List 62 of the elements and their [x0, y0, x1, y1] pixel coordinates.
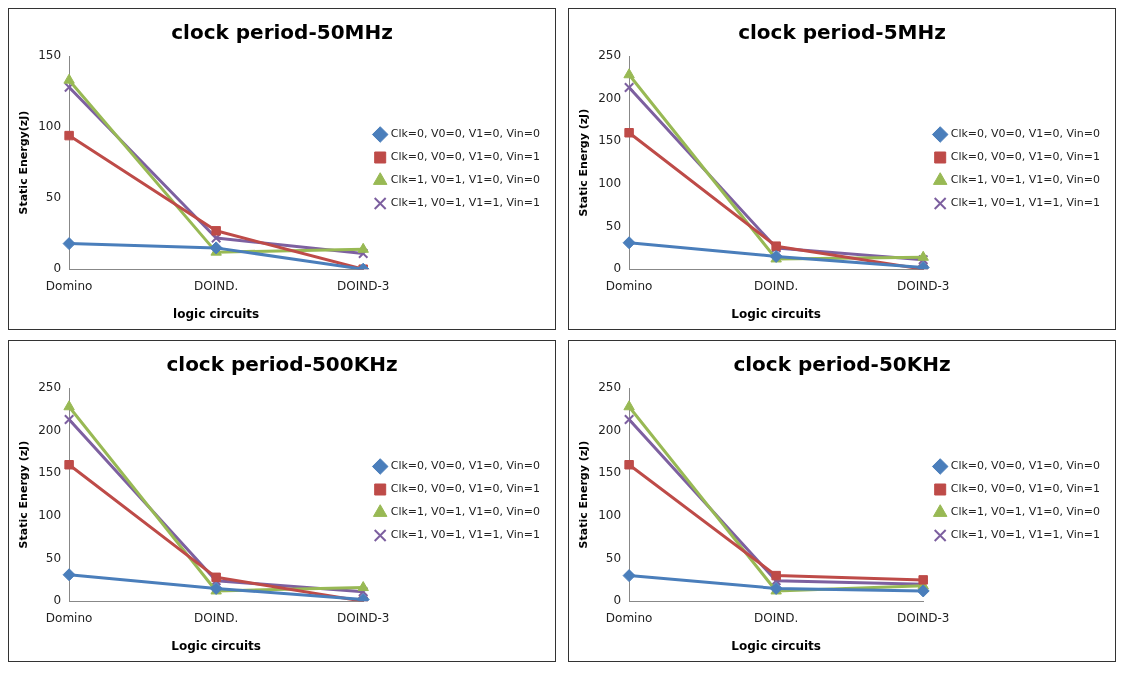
y-axis-title: Static Energy (zJ): [577, 440, 591, 549]
x-tick-label: DOIND.: [754, 610, 799, 625]
y-axis-title: Static Energy (zJ): [17, 440, 31, 549]
legend-label: Clk=0, V0=0, V1=0, Vin=1: [390, 150, 541, 164]
y-tick-label: 50: [605, 550, 622, 565]
x-tick-label: Domino: [45, 278, 93, 293]
x-axis-title: Logic circuits: [731, 306, 821, 321]
legend-label: Clk=1, V0=1, V1=1, Vin=1: [390, 196, 541, 210]
legend-label: Clk=0, V0=0, V1=0, Vin=1: [950, 150, 1101, 164]
x-tick-label: Domino: [605, 610, 653, 625]
legend-label: Clk=1, V0=1, V1=0, Vin=0: [390, 505, 541, 519]
y-tick-label: 100: [38, 508, 62, 523]
legend-label: Clk=0, V0=0, V1=0, Vin=0: [390, 459, 541, 473]
y-tick-label: 50: [45, 550, 62, 565]
y-tick-label: 100: [38, 119, 62, 134]
y-tick-label: 100: [598, 508, 622, 523]
y-tick-label: 150: [598, 465, 622, 480]
legend-label: Clk=1, V0=1, V1=0, Vin=0: [950, 173, 1101, 187]
legend-label: Clk=0, V0=0, V1=0, Vin=0: [390, 127, 541, 141]
x-axis-title: Logic circuits: [731, 638, 821, 653]
y-tick-label: 50: [605, 218, 622, 233]
y-tick-label: 0: [613, 261, 622, 276]
chart-title: clock period-500KHz: [166, 352, 398, 377]
y-tick-label: 200: [598, 422, 622, 437]
legend-label: Clk=0, V0=0, V1=0, Vin=1: [390, 482, 541, 496]
x-tick-label: DOIND.: [194, 610, 239, 625]
y-tick-label: 250: [598, 380, 622, 395]
y-tick-label: 150: [38, 465, 62, 480]
y-tick-label: 200: [598, 90, 622, 105]
x-axis-title: logic circuits: [173, 306, 260, 321]
y-tick-label: 250: [598, 48, 622, 63]
chart-title: clock period-5MHz: [738, 20, 946, 45]
y-tick-label: 50: [45, 190, 62, 205]
y-tick-label: 150: [598, 133, 622, 148]
y-tick-label: 0: [53, 261, 62, 276]
legend-label: Clk=1, V0=1, V1=0, Vin=0: [390, 173, 541, 187]
y-tick-label: 100: [598, 176, 622, 191]
y-tick-label: 150: [38, 48, 62, 63]
legend-label: Clk=1, V0=1, V1=1, Vin=1: [950, 528, 1101, 542]
x-tick-label: Domino: [45, 610, 93, 625]
x-tick-label: DOIND-3: [336, 610, 390, 625]
x-tick-label: DOIND.: [194, 278, 239, 293]
x-tick-label: DOIND-3: [336, 278, 390, 293]
y-tick-label: 200: [38, 422, 62, 437]
x-tick-label: Domino: [605, 278, 653, 293]
legend-label: Clk=0, V0=0, V1=0, Vin=0: [950, 127, 1101, 141]
x-tick-label: DOIND-3: [896, 278, 950, 293]
y-axis-title: Static Energy (zJ): [577, 108, 591, 217]
y-tick-label: 250: [38, 380, 62, 395]
legend-label: Clk=1, V0=1, V1=1, Vin=1: [390, 528, 541, 542]
x-axis-title: Logic circuits: [171, 638, 261, 653]
legend-label: Clk=0, V0=0, V1=0, Vin=1: [950, 482, 1101, 496]
x-tick-label: DOIND-3: [896, 610, 950, 625]
chart-title: clock period-50KHz: [733, 352, 951, 377]
chart-title: clock period-50MHz: [171, 20, 393, 45]
legend-label: Clk=1, V0=1, V1=1, Vin=1: [950, 196, 1101, 210]
y-tick-label: 0: [53, 593, 62, 608]
y-axis-title: Static Energy(zJ): [17, 110, 31, 215]
x-tick-label: DOIND.: [754, 278, 799, 293]
legend-label: Clk=0, V0=0, V1=0, Vin=0: [950, 459, 1101, 473]
y-tick-label: 0: [613, 593, 622, 608]
legend-label: Clk=1, V0=1, V1=0, Vin=0: [950, 505, 1101, 519]
